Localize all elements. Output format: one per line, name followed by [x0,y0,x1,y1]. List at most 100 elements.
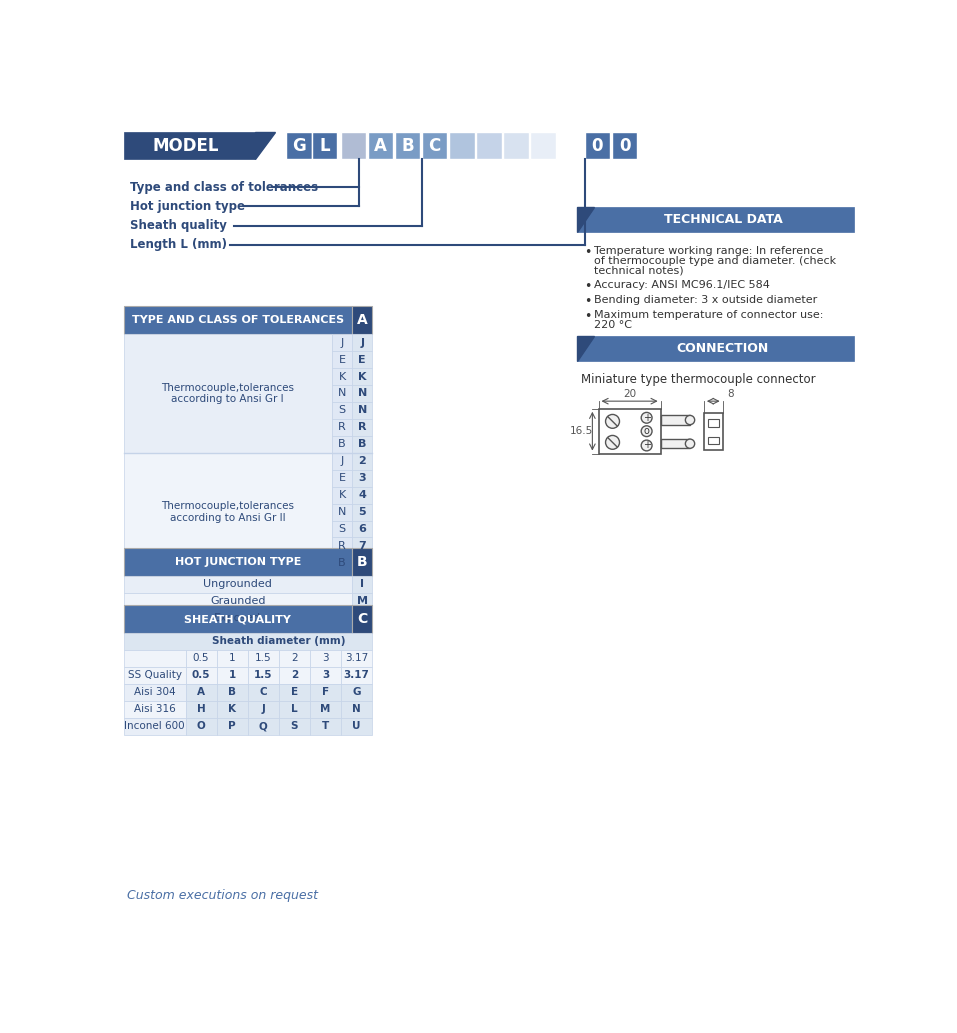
Text: 3: 3 [323,653,329,663]
Text: 0.5: 0.5 [191,670,211,681]
Bar [341,718,372,734]
Text: Graunded: Graunded [211,596,265,606]
Text: 1: 1 [229,670,235,681]
Text: C: C [357,613,367,626]
Text: 3.17: 3.17 [344,670,369,681]
Bar [248,650,278,667]
Bar [585,131,611,159]
Text: 2: 2 [291,653,298,663]
Text: E: E [358,614,366,623]
Bar [352,555,372,571]
Bar [186,700,216,718]
Text: J: J [341,457,344,466]
Polygon shape [256,131,275,159]
Bar [352,452,372,470]
Bar [352,609,372,627]
Text: Temperature working range: In reference: Temperature working range: In reference [594,246,823,255]
Text: E: E [358,354,366,365]
Bar [332,537,352,555]
Text: TYPE AND CLASS OF TOLERANCES: TYPE AND CLASS OF TOLERANCES [132,315,344,325]
Text: R: R [338,541,345,551]
Text: N: N [358,388,367,399]
Bar [352,402,372,418]
Text: B: B [338,558,345,568]
Text: P: P [229,721,236,731]
Circle shape [606,414,619,429]
Bar [123,131,256,159]
Bar [352,418,372,436]
Text: 16.5: 16.5 [570,427,593,436]
Text: M: M [321,705,331,714]
Text: MODEL: MODEL [152,136,219,155]
Text: 2: 2 [291,670,298,681]
Bar [123,700,186,718]
Text: F: F [322,687,329,697]
Text: 0: 0 [619,136,631,155]
Text: •: • [585,310,592,322]
Bar [332,351,352,368]
Text: 220 °C: 220 °C [594,319,632,330]
Text: L: L [291,705,298,714]
Text: +: + [642,413,651,422]
Circle shape [685,415,695,425]
Text: Miniature type thermocouple connector: Miniature type thermocouple connector [581,374,815,386]
Bar [123,334,332,452]
Text: 6: 6 [358,524,367,534]
Text: 3: 3 [322,670,329,681]
Bar [310,650,341,667]
Bar [332,503,352,521]
Text: S: S [291,721,299,731]
Text: N: N [358,405,367,415]
Bar [352,576,372,593]
Bar [577,208,854,231]
Bar [123,549,352,576]
Polygon shape [577,208,594,231]
Text: G: G [352,687,361,697]
Text: K: K [339,490,345,500]
Bar [332,418,352,436]
Bar [352,385,372,402]
Text: Maximum temperature of connector use:: Maximum temperature of connector use: [594,310,823,319]
Text: B: B [338,439,345,449]
Text: Aisi 304: Aisi 304 [134,687,175,697]
Text: +: + [642,440,651,450]
Bar [422,131,448,159]
Bar [248,684,278,700]
Text: 1.5: 1.5 [254,670,273,681]
Text: Length L (mm): Length L (mm) [130,239,227,251]
Bar [286,131,312,159]
Bar [612,131,637,159]
Bar [123,605,352,633]
Text: Bending diameter: 3 x outside diameter: Bending diameter: 3 x outside diameter [594,294,817,305]
Text: B: B [401,136,413,155]
Bar [332,487,352,503]
Bar [352,436,372,452]
Text: J: J [341,338,344,348]
Text: 20: 20 [623,388,636,399]
Bar [367,131,393,159]
Text: M: M [357,596,367,606]
Text: K: K [358,372,367,381]
Text: 4: 4 [358,490,367,500]
Text: 1.5: 1.5 [255,653,272,663]
Bar [123,452,332,571]
Text: 3.17: 3.17 [345,653,368,663]
Bar [352,537,372,555]
Bar [278,650,310,667]
Bar [248,700,278,718]
Bar [332,470,352,487]
Bar [341,667,372,684]
Text: N: N [338,507,346,518]
Text: 0: 0 [591,136,603,155]
Bar [216,650,248,667]
Text: CONNECTION: CONNECTION [677,342,769,355]
Circle shape [641,426,652,437]
Bar [394,131,420,159]
Text: R: R [338,422,345,433]
Text: E: E [339,354,345,365]
Text: •: • [585,294,592,308]
Text: TECHNICAL DATA: TECHNICAL DATA [663,213,782,226]
Bar [352,368,372,385]
Bar [704,413,723,449]
Text: G: G [292,136,306,155]
